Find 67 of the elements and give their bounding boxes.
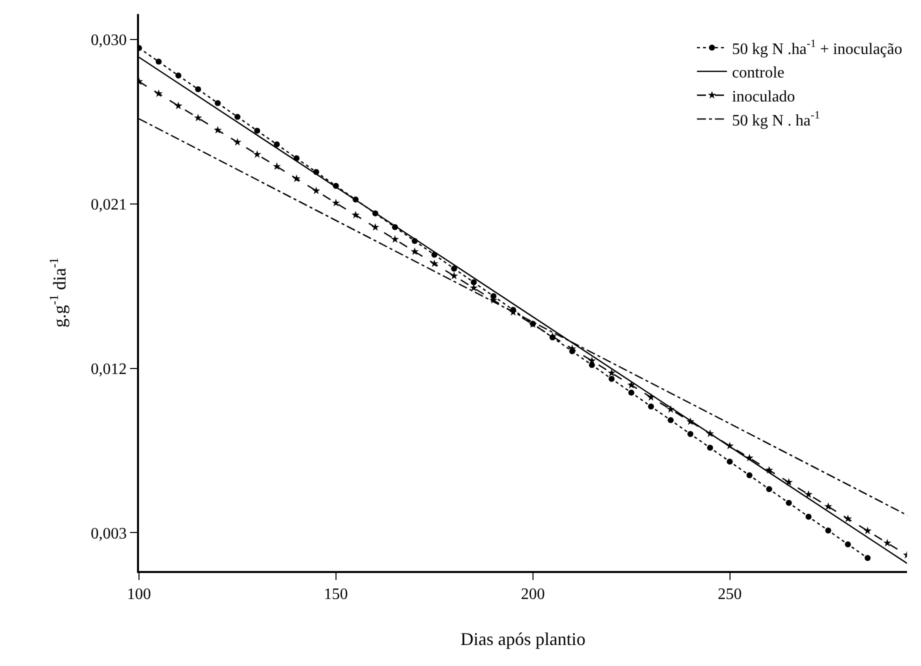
point [214, 126, 222, 134]
point [745, 454, 754, 462]
point [726, 442, 734, 450]
x-tick-label: 200 [520, 586, 545, 604]
point [766, 486, 772, 492]
point [371, 223, 380, 231]
point [686, 417, 694, 426]
point [292, 174, 301, 182]
point [687, 431, 694, 438]
point [883, 538, 892, 546]
point [806, 514, 812, 520]
point [706, 429, 714, 438]
point [332, 198, 340, 206]
point [804, 490, 813, 498]
x-tick-label: 100 [127, 586, 151, 604]
point [312, 186, 320, 194]
legend-label: controle [732, 64, 784, 82]
point [195, 86, 202, 92]
y-tick-label: 0,012 [90, 360, 127, 378]
point [410, 247, 419, 255]
point [352, 210, 360, 218]
point [470, 279, 477, 286]
point [668, 417, 674, 424]
x-tick-label: 250 [718, 586, 742, 604]
point [648, 403, 654, 410]
point [786, 500, 792, 506]
legend-label: 50 kg N .ha$^{-1}$ + inoculação [732, 38, 902, 58]
point [765, 466, 774, 474]
point [746, 472, 752, 478]
point [647, 393, 655, 401]
point [174, 102, 182, 110]
point [707, 444, 714, 451]
legend-label: 50 kg N . ha$^{-1}$ [732, 110, 820, 130]
point [450, 272, 458, 280]
y-tick-label: 0,030 [90, 32, 127, 50]
point [254, 128, 260, 134]
point [154, 89, 163, 98]
point [194, 114, 202, 122]
point [608, 376, 615, 382]
point [825, 527, 832, 534]
point [784, 478, 793, 486]
point [608, 368, 616, 376]
y-tick-label: 0,003 [90, 525, 127, 542]
point [824, 502, 832, 510]
point [253, 150, 262, 158]
x-axis-title: Dias após plantio [460, 628, 586, 649]
point [666, 405, 675, 413]
point [844, 514, 852, 522]
legend-label: inoculado [732, 88, 796, 106]
point [214, 100, 221, 106]
point [175, 72, 182, 79]
point [430, 259, 438, 268]
point [274, 141, 280, 148]
y-tick-label: 0,021 [90, 196, 127, 214]
point [726, 458, 733, 465]
point [588, 356, 596, 364]
point [156, 58, 162, 65]
point [864, 526, 872, 534]
point [451, 266, 458, 272]
point [272, 162, 281, 170]
point [234, 114, 240, 120]
x-tick-label: 150 [324, 586, 348, 604]
point [391, 235, 399, 243]
point [233, 138, 242, 146]
point [864, 555, 871, 562]
point [844, 541, 851, 548]
point [628, 390, 634, 396]
